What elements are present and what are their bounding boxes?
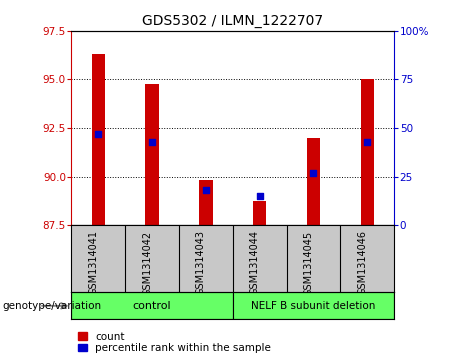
Bar (233, 292, 394, 319)
Point (95, 131, 102, 137)
Text: GSM1314045: GSM1314045 (303, 231, 313, 295)
Point (202, 187, 210, 193)
Legend: count, percentile rank within the sample: count, percentile rank within the sample (77, 331, 272, 354)
Bar (361, 79, 374, 225)
Point (256, 193, 263, 199)
Text: GSM1314044: GSM1314044 (250, 231, 260, 295)
Text: GSM1314041: GSM1314041 (89, 231, 98, 295)
Text: NELF B subunit deletion: NELF B subunit deletion (251, 301, 376, 311)
Title: GDS5302 / ILMN_1222707: GDS5302 / ILMN_1222707 (142, 15, 323, 28)
Text: GSM1314043: GSM1314043 (196, 231, 206, 295)
Text: control: control (133, 301, 171, 311)
Text: GSM1314046: GSM1314046 (357, 231, 367, 295)
Bar (199, 180, 213, 225)
Bar (92, 54, 105, 225)
Point (310, 170, 317, 176)
Bar (71, 292, 233, 319)
Point (148, 139, 156, 144)
Bar (307, 138, 320, 225)
Point (364, 139, 371, 144)
Bar (253, 201, 266, 225)
Text: GSM1314042: GSM1314042 (142, 231, 152, 295)
Bar (145, 84, 159, 225)
Text: genotype/variation: genotype/variation (2, 301, 101, 311)
